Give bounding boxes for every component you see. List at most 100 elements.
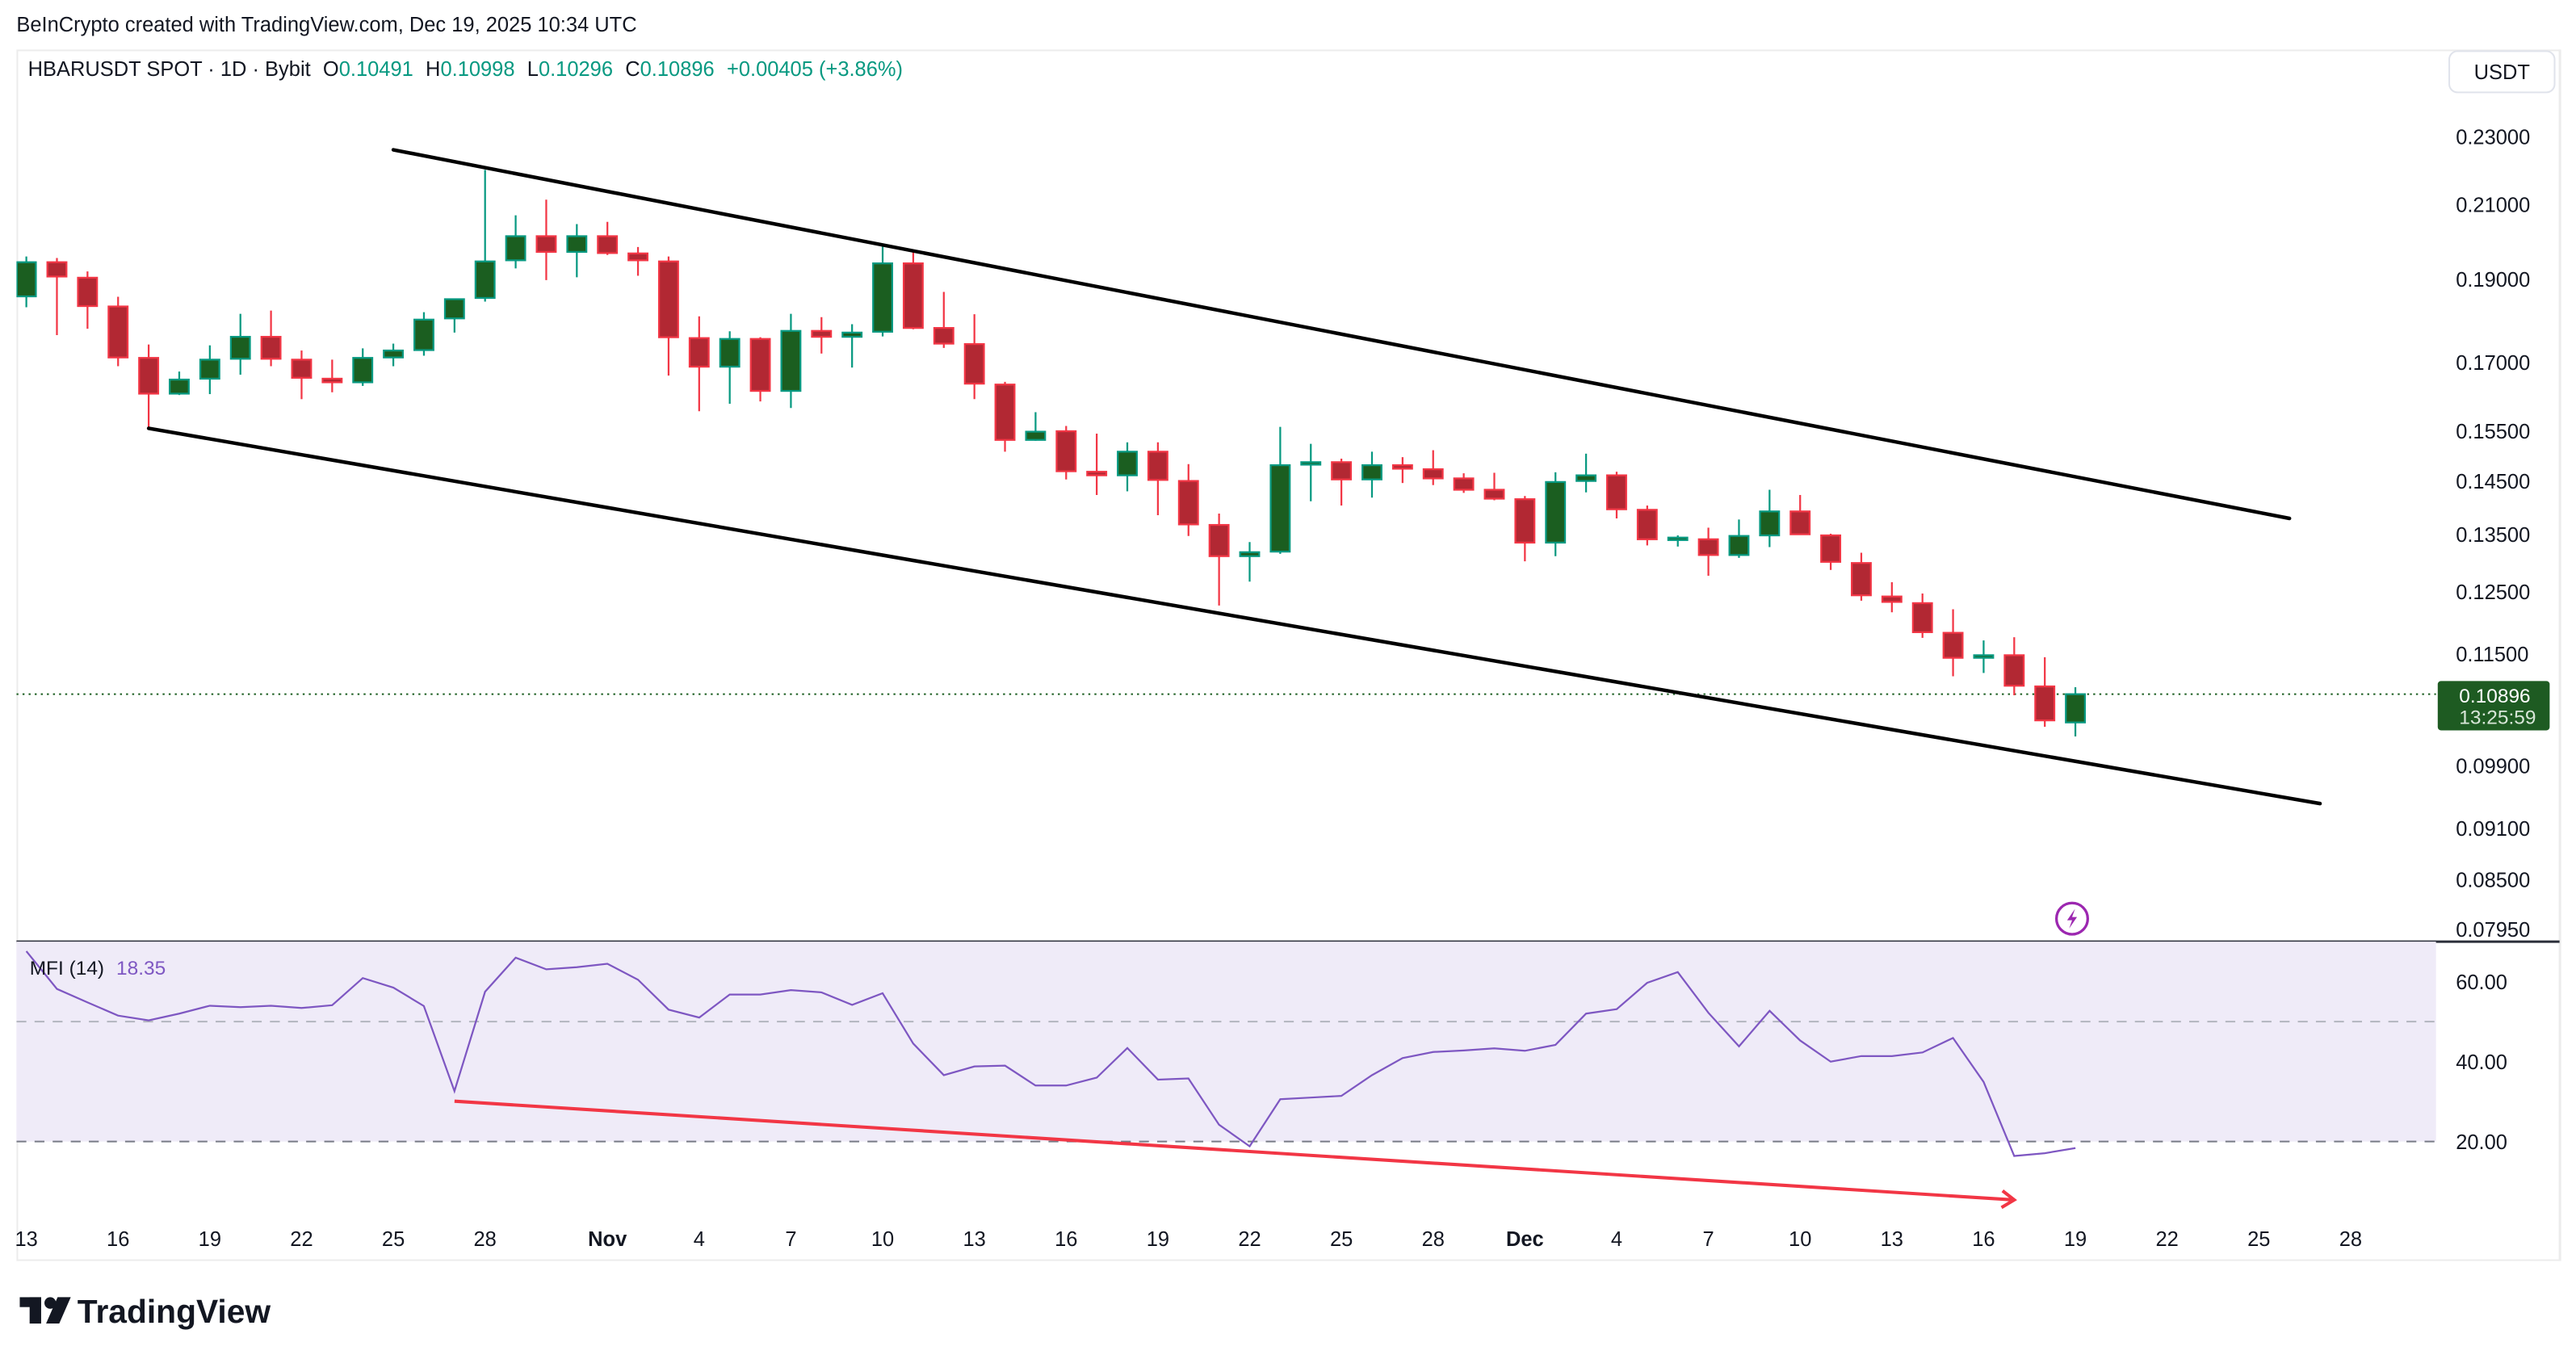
candle[interactable] — [1667, 535, 1689, 547]
candle[interactable] — [1789, 494, 1811, 535]
candle[interactable] — [229, 313, 251, 375]
candle[interactable] — [933, 292, 954, 348]
candle-body — [1422, 468, 1444, 480]
candle[interactable] — [841, 324, 863, 368]
candle[interactable] — [352, 348, 374, 386]
candle[interactable] — [1361, 451, 1382, 498]
candle[interactable] — [2065, 687, 2087, 736]
candle[interactable] — [1514, 496, 1536, 562]
candle[interactable] — [1117, 442, 1138, 492]
candle-body — [1575, 474, 1597, 482]
mfi-axis[interactable]: 60.00 40.00 20.00 — [2456, 971, 2507, 1154]
candle[interactable] — [1759, 489, 1781, 547]
candle[interactable] — [1697, 527, 1719, 577]
candle[interactable] — [994, 381, 1016, 452]
candle[interactable] — [963, 314, 985, 400]
candle-body — [688, 337, 710, 368]
price-tick-label: 0.08500 — [2456, 869, 2530, 891]
lower-channel-trendline[interactable] — [146, 426, 2322, 806]
candle[interactable] — [413, 312, 434, 356]
candle[interactable] — [474, 170, 496, 302]
candle[interactable] — [780, 313, 802, 409]
tradingview-logo[interactable]: TradingView — [19, 1293, 271, 1330]
price-axis[interactable]: 0.23000 0.21000 0.19000 0.17000 0.15500 0.145… — [2456, 126, 2530, 942]
candle[interactable] — [138, 344, 160, 428]
date-tick-label: 25 — [382, 1228, 405, 1251]
price-pane[interactable] — [16, 148, 2436, 806]
candle[interactable] — [1911, 593, 1933, 638]
candle[interactable] — [535, 199, 557, 280]
candle[interactable] — [505, 215, 527, 269]
candle[interactable] — [1269, 426, 1291, 554]
countdown-value: 13:25:59 — [2459, 707, 2536, 728]
candle-body — [841, 331, 863, 338]
candle[interactable] — [1728, 519, 1750, 558]
candle[interactable] — [2034, 657, 2056, 728]
candle[interactable] — [199, 345, 220, 395]
lightning-bolt-icon[interactable] — [2054, 901, 2089, 936]
candle[interactable] — [169, 371, 190, 396]
candle[interactable] — [1483, 472, 1505, 501]
candle[interactable] — [1239, 542, 1261, 582]
candle-body — [1269, 464, 1291, 553]
candle[interactable] — [1300, 443, 1322, 501]
date-axis[interactable]: 13 16 19 22 25 28 Nov 4 7 10 13 16 19 22 25 28 Dec 4 7 10 13… — [15, 1228, 2362, 1251]
candle[interactable] — [719, 331, 740, 405]
symbol-name[interactable]: HBARUSDT SPOT · 1D · Bybit — [28, 58, 311, 81]
candle-body — [321, 377, 343, 384]
date-tick-label: Dec — [1506, 1228, 1544, 1251]
price-tick-label: 0.09100 — [2456, 818, 2530, 841]
candle[interactable] — [657, 256, 679, 376]
candle[interactable] — [291, 350, 313, 400]
divergence-arrow[interactable] — [454, 1099, 2017, 1210]
candle-body — [474, 260, 496, 300]
candle[interactable] — [383, 343, 405, 367]
candle[interactable] — [46, 258, 68, 336]
candle[interactable] — [1606, 472, 1627, 518]
date-tick-label: 13 — [1881, 1228, 1903, 1251]
candle[interactable] — [1881, 581, 1903, 613]
candle[interactable] — [1942, 609, 1964, 677]
candle[interactable] — [902, 251, 924, 329]
candle-body — [902, 262, 924, 329]
candle[interactable] — [688, 316, 710, 412]
candle-body — [657, 260, 679, 338]
upper-channel-trendline[interactable] — [391, 148, 2292, 521]
candle[interactable] — [107, 296, 129, 367]
candle[interactable] — [1025, 412, 1047, 441]
candle[interactable] — [1545, 472, 1567, 556]
candle[interactable] — [1820, 533, 1842, 570]
candle-body — [1453, 477, 1475, 491]
candle-body — [719, 338, 740, 368]
candle[interactable] — [1331, 458, 1353, 506]
candle[interactable] — [1973, 640, 1995, 673]
candle[interactable] — [1575, 453, 1597, 493]
candle[interactable] — [2003, 637, 2025, 696]
candle[interactable] — [1636, 506, 1658, 546]
candle[interactable] — [1422, 450, 1444, 485]
candle[interactable] — [260, 310, 282, 367]
candle[interactable] — [321, 359, 343, 392]
candle[interactable] — [749, 337, 771, 402]
candle[interactable] — [1147, 442, 1168, 515]
candle[interactable] — [1851, 552, 1872, 601]
candle[interactable] — [1055, 426, 1077, 480]
candle[interactable] — [566, 224, 588, 278]
candle[interactable] — [443, 298, 465, 333]
candle[interactable] — [1453, 473, 1475, 493]
candle[interactable] — [627, 246, 649, 276]
candle[interactable] — [77, 271, 99, 329]
candle[interactable] — [1086, 433, 1108, 495]
candle[interactable] — [872, 244, 893, 337]
mfi-line[interactable] — [25, 950, 2076, 1157]
currency-button[interactable]: USDT — [2448, 50, 2556, 94]
candle[interactable] — [597, 221, 619, 255]
candle[interactable] — [1208, 513, 1230, 606]
candle[interactable] — [1177, 464, 1199, 536]
candle[interactable] — [811, 317, 833, 354]
date-tick-label: 13 — [15, 1228, 37, 1251]
candle[interactable] — [16, 256, 37, 308]
mfi-pane[interactable] — [16, 902, 2436, 1210]
candle[interactable] — [1391, 457, 1413, 484]
